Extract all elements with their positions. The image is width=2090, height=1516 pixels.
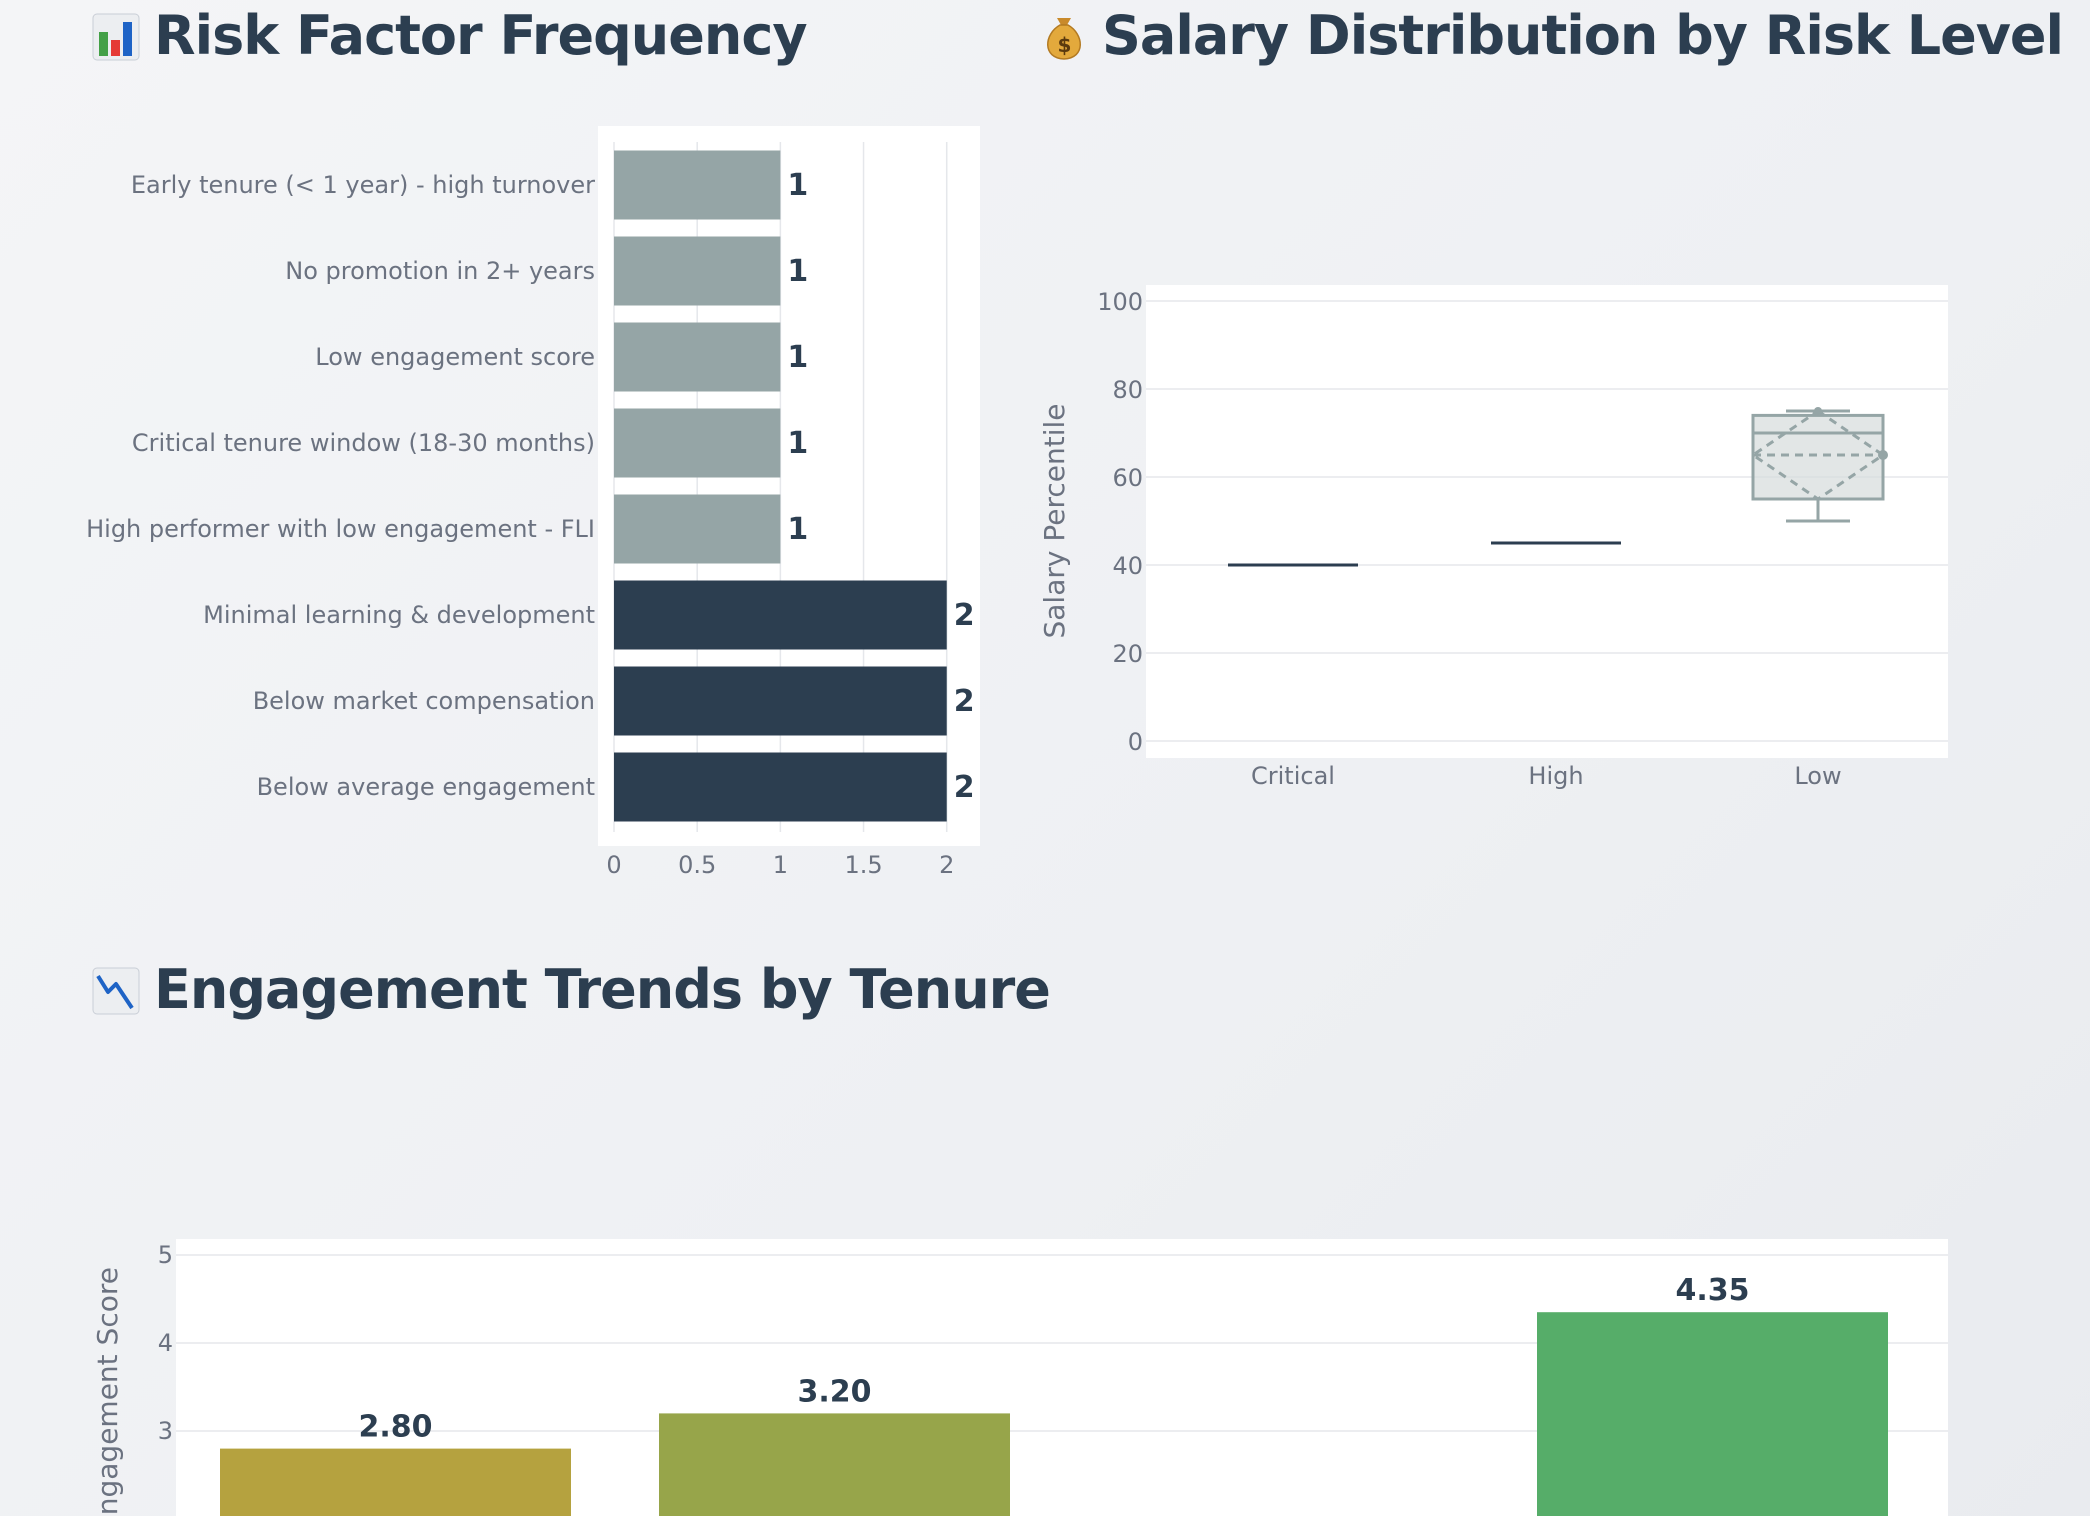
- data-label: 2: [954, 598, 975, 633]
- data-label: 3.20: [797, 1374, 871, 1409]
- y-tick-label: 60: [1112, 464, 1143, 492]
- bar: [614, 322, 781, 392]
- x-category-label: Low: [1794, 762, 1841, 790]
- data-label: 4.35: [1675, 1273, 1749, 1308]
- salary-section-title: $ Salary Distribution by Risk Level: [1040, 4, 2064, 67]
- plot-area: [598, 126, 980, 846]
- bar: [614, 150, 781, 220]
- bar: [614, 494, 781, 564]
- category-label: Early tenure (< 1 year) - high turnover: [131, 171, 595, 199]
- x-tick-label: 1: [773, 851, 788, 879]
- data-label: 1: [787, 254, 808, 289]
- x-category-label: High: [1528, 762, 1583, 790]
- y-tick-label: 40: [1112, 552, 1143, 580]
- y-tick-label: 4: [158, 1329, 173, 1357]
- engagement-title-text: Engagement Trends by Tenure: [154, 958, 1051, 1021]
- salary-distribution-chart: 0 20 40 60 80 100 Salary Percentile Critical Hig…: [1038, 285, 1948, 790]
- bar: [1537, 1312, 1888, 1516]
- svg-text:$: $: [1058, 33, 1071, 57]
- y-tick-label: 20: [1112, 640, 1143, 668]
- bar: [220, 1448, 571, 1516]
- risk-factor-title-text: Risk Factor Frequency: [154, 4, 808, 67]
- x-tick-label: 1.5: [844, 851, 882, 879]
- box-sd-diamond: [1750, 409, 1886, 501]
- y-axis-title: Engagement Score: [91, 1267, 124, 1516]
- y-tick-label: 3: [158, 1417, 173, 1445]
- bar: [614, 752, 947, 822]
- x-tick-label: 0.5: [678, 851, 716, 879]
- category-label: Below market compensation: [253, 687, 595, 715]
- salary-title-text: Salary Distribution by Risk Level: [1102, 4, 2064, 67]
- category-label: Critical tenure window (18-30 months): [132, 429, 595, 457]
- box-mean-marker: [1878, 450, 1888, 460]
- y-tick-label: 5: [158, 1241, 173, 1269]
- bar: [659, 1413, 1010, 1516]
- category-label: Below average engagement: [257, 773, 595, 801]
- bar: [614, 580, 947, 650]
- risk-factor-section-title: Risk Factor Frequency: [92, 4, 808, 67]
- bar: [614, 236, 781, 306]
- data-label: 1: [787, 512, 808, 547]
- box-max-marker: [1814, 407, 1822, 415]
- data-label: 2: [954, 770, 975, 805]
- box-body: [1751, 413, 1885, 501]
- y-tick-label: 80: [1112, 376, 1143, 404]
- y-axis-title: Salary Percentile: [1038, 404, 1071, 639]
- chart-decreasing-emoji-icon: [92, 967, 140, 1014]
- data-label: 1: [787, 426, 808, 461]
- risk-factor-chart: 0 0.5 1 1.5 2 Early tenure (< 1 year) - high …: [86, 126, 980, 879]
- engagement-section-title: Engagement Trends by Tenure: [92, 958, 1051, 1021]
- y-tick-label: 0: [1128, 728, 1143, 756]
- bar: [614, 408, 781, 478]
- bar-chart-emoji-icon: [92, 13, 140, 60]
- x-category-label: Critical: [1251, 762, 1335, 790]
- x-tick-label: 2: [939, 851, 954, 879]
- data-label: 2.80: [358, 1410, 432, 1445]
- y-tick-label: 100: [1097, 288, 1143, 316]
- category-label: High performer with low engagement - FLI: [86, 515, 595, 543]
- engagement-trends-chart: 3 4 5 Engagement Score 2.80 3.20 4.35: [91, 1239, 1948, 1516]
- category-label: Low engagement score: [315, 343, 595, 371]
- x-tick-label: 0: [606, 851, 621, 879]
- bar: [614, 666, 947, 736]
- data-label: 1: [787, 340, 808, 375]
- data-label: 2: [954, 684, 975, 719]
- category-label: Minimal learning & development: [203, 601, 595, 629]
- data-label: 1: [787, 168, 808, 203]
- money-bag-emoji-icon: $: [1047, 17, 1081, 60]
- category-label: No promotion in 2+ years: [285, 257, 595, 285]
